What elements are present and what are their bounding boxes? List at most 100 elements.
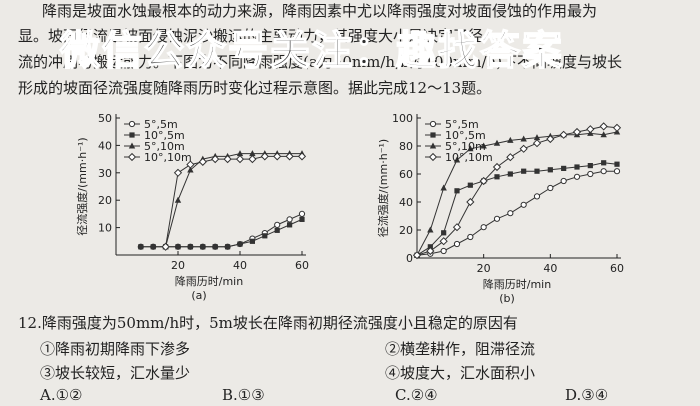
marker (600, 131, 607, 138)
marker (546, 134, 555, 144)
marker (600, 168, 607, 175)
series-line (416, 125, 618, 256)
option[interactable]: D.③④ (565, 386, 609, 404)
series-line (416, 162, 618, 256)
watermark: 微信公众号关注：趣找答案 (59, 27, 564, 75)
marker (298, 210, 306, 217)
caption: (b) (499, 292, 515, 305)
x-tick-label: 20 (171, 259, 185, 272)
marker (138, 244, 144, 250)
option[interactable]: C.②④ (395, 386, 438, 404)
y-tick-label: 60 (399, 168, 413, 181)
marker (260, 152, 269, 161)
x-tick-label: 40 (233, 259, 247, 272)
marker (480, 142, 487, 149)
legend-label: 5°,5m (144, 118, 178, 131)
legend-label: 10°,5m (144, 129, 185, 142)
marker (519, 144, 528, 153)
marker (601, 160, 607, 166)
marker (429, 142, 437, 149)
marker (586, 125, 595, 134)
marker (128, 120, 136, 128)
y-tick-label: 0 (406, 252, 413, 265)
marker (249, 238, 255, 244)
marker (614, 161, 620, 167)
y-axis-label: 径流强度/(mm·h⁻¹) (376, 139, 390, 237)
marker (439, 237, 448, 246)
marker (128, 142, 136, 149)
marker (187, 244, 193, 250)
marker (175, 244, 181, 250)
marker (174, 196, 182, 203)
marker (452, 223, 462, 232)
legend-label: 10°,10m (445, 151, 493, 164)
series-line (165, 153, 302, 247)
legend-label: 5°,10m (445, 140, 486, 153)
marker (273, 152, 282, 161)
marker (211, 154, 220, 164)
y-tick-label: 100 (392, 112, 413, 125)
marker (198, 157, 207, 166)
y-tick-label: 30 (98, 167, 112, 180)
marker (506, 153, 515, 162)
marker (427, 226, 434, 233)
marker (173, 168, 183, 177)
y-tick-label: 10 (98, 222, 112, 235)
marker (479, 176, 488, 186)
marker (429, 120, 437, 128)
question-stem: 12.降雨强度为50mm/h时，5m坡长在降雨初期径流强度小且稳定的原因有 (18, 314, 518, 332)
marker (521, 168, 527, 174)
marker (262, 233, 268, 239)
x-axis-label: 降雨历时/min (175, 274, 243, 288)
marker (547, 184, 554, 192)
marker (454, 188, 460, 194)
marker (297, 152, 307, 161)
marker (507, 136, 514, 143)
marker (274, 227, 280, 233)
option[interactable]: B.①③ (222, 386, 265, 404)
y-axis-label: 径流强度/(mm·h⁻¹) (75, 137, 89, 235)
option[interactable]: A.①② (40, 386, 83, 404)
caption: (a) (191, 289, 206, 302)
marker (249, 150, 256, 157)
question-item: ③坡长较短，汇水量少 (40, 364, 191, 382)
x-axis-label: 降雨历时/min (483, 277, 551, 291)
question-item: ②横垄耕作，阻滞径流 (385, 340, 536, 358)
marker (441, 230, 447, 236)
y-tick-label: 20 (98, 194, 112, 207)
marker (428, 152, 438, 162)
marker (440, 184, 447, 191)
y-tick-label: 40 (98, 139, 112, 152)
y-tick-label: 80 (399, 140, 413, 153)
marker (274, 221, 281, 228)
paragraph-line: 流的冲刷与搬运能力。下图为不同降雨强度(a为50mm/h,b为100mm/h)下… (18, 53, 623, 71)
marker (426, 246, 435, 256)
series-line (165, 155, 302, 247)
marker (187, 166, 194, 173)
marker (573, 173, 581, 180)
marker (427, 244, 433, 250)
marker (467, 233, 474, 241)
marker (150, 244, 156, 250)
marker (212, 244, 218, 250)
marker (127, 152, 137, 162)
marker (412, 251, 422, 260)
marker (559, 130, 568, 139)
marker (467, 182, 473, 188)
marker (480, 224, 487, 231)
marker (494, 174, 500, 180)
legend-label: 10°,10m (144, 151, 192, 164)
marker (237, 241, 243, 247)
marker (453, 240, 461, 248)
marker (587, 163, 593, 169)
marker (299, 216, 305, 222)
marker (200, 244, 206, 250)
marker (129, 132, 135, 138)
marker (534, 168, 540, 174)
paragraph-line: 降雨是坡面水蚀最根本的动力来源，降雨因素中尤以降雨强度对坡面侵蚀的作用最为 (42, 2, 598, 20)
x-tick-label: 20 (477, 262, 491, 275)
marker (572, 127, 582, 137)
marker (507, 171, 513, 177)
marker (520, 201, 527, 208)
